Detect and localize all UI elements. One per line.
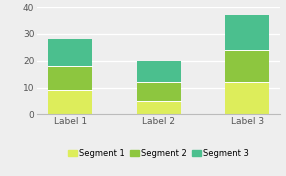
Bar xyxy=(137,82,181,101)
Legend: Segment 1, Segment 2, Segment 3: Segment 1, Segment 2, Segment 3 xyxy=(68,149,249,158)
Bar xyxy=(48,90,92,114)
Bar xyxy=(48,66,92,90)
Bar xyxy=(137,61,181,82)
Bar xyxy=(48,39,92,66)
Bar xyxy=(137,101,181,114)
Bar xyxy=(225,15,269,50)
Bar xyxy=(225,50,269,82)
Bar xyxy=(225,82,269,114)
